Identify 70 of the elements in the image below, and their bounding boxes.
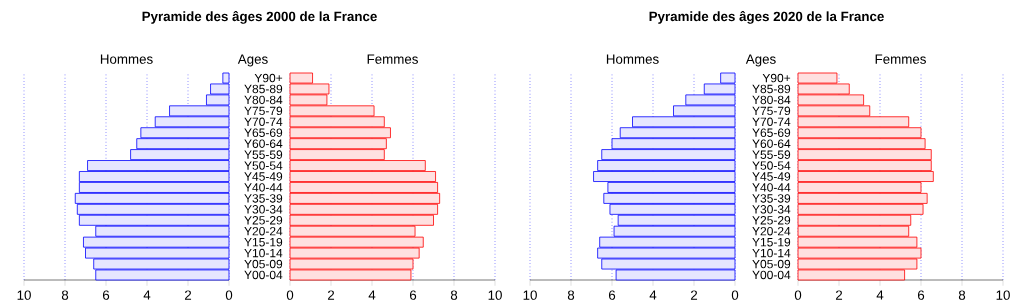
- x-tick-label: 8: [567, 290, 575, 300]
- x-tick-label: 6: [102, 290, 110, 300]
- y-tick-label: Y25-29: [752, 216, 791, 225]
- y-tick-label: Y80-84: [244, 95, 283, 105]
- x-tick-label: 4: [143, 290, 151, 300]
- chart-subtitle: Hommes: [100, 54, 153, 64]
- x-tick-label: 4: [368, 290, 376, 300]
- y-tick-label: Y00-04: [752, 270, 791, 280]
- y-tick-label: Y55-59: [244, 150, 283, 159]
- x-tick-label: 8: [958, 290, 966, 300]
- x-tick-label: 2: [327, 290, 335, 300]
- y-tick-label: Y50-54: [752, 161, 791, 170]
- x-tick-label: 10: [523, 290, 537, 300]
- chart-subtitle: Femmes: [367, 54, 418, 64]
- y-tick-label: Y55-59: [752, 150, 791, 159]
- x-tick-label: 2: [690, 290, 698, 300]
- x-tick-label: 0: [731, 290, 739, 300]
- y-tick-label: Y60-64: [752, 139, 791, 148]
- y-axis-title: Ages: [745, 54, 776, 67]
- y-tick-label: Y60-64: [244, 139, 283, 148]
- x-tick-label: 4: [876, 290, 884, 300]
- y-tick-label: Y80-84: [752, 95, 791, 105]
- y-tick-label: Y20-24: [244, 226, 283, 236]
- y-tick-label: Y65-69: [244, 128, 283, 137]
- chart-subtitle: Hommes: [606, 54, 659, 64]
- y-tick-label: Y85-89: [244, 84, 283, 94]
- text: Pyramide des âges 2000 de la France: [142, 11, 377, 24]
- x-tick-label: 10: [17, 290, 31, 300]
- y-tick-label: Y30-34: [752, 205, 791, 214]
- x-tick-label: 4: [649, 290, 657, 300]
- x-tick-label: 0: [225, 290, 233, 300]
- x-tick-label: 0: [794, 290, 802, 300]
- y-tick-label: Y70-74: [752, 117, 791, 127]
- y-tick-label: Y45-49: [244, 172, 283, 181]
- y-tick-label: Y75-79: [244, 106, 283, 116]
- y-axis-title: Ages: [237, 54, 268, 67]
- y-tick-label: Y20-24: [752, 226, 791, 236]
- y-tick-label: Y05-09: [244, 259, 283, 269]
- y-tick-label: Y00-04: [244, 270, 283, 280]
- y-tick-label: Y85-89: [752, 84, 791, 94]
- y-tick-label: Y10-14: [752, 248, 791, 258]
- y-tick-label: Y65-69: [752, 128, 791, 137]
- y-tick-label: Y25-29: [244, 216, 283, 225]
- x-tick-label: 6: [608, 290, 616, 300]
- y-tick-label: Y70-74: [244, 117, 283, 127]
- y-tick-label: Y90+: [762, 73, 791, 83]
- y-tick-label: Y35-39: [244, 194, 283, 203]
- y-tick-label: Y75-79: [752, 106, 791, 116]
- x-tick-label: 8: [450, 290, 458, 300]
- y-tick-label: Y45-49: [752, 172, 791, 181]
- y-tick-label: Y40-44: [244, 183, 283, 192]
- x-tick-label: 10: [488, 290, 502, 300]
- y-tick-label: Y35-39: [752, 194, 791, 203]
- y-tick-label: Y15-19: [244, 237, 283, 247]
- text: Pyramide des âges 2020 de la France: [649, 11, 884, 24]
- x-tick-label: 2: [835, 290, 843, 300]
- y-tick-label: Y05-09: [752, 259, 791, 269]
- y-tick-label: Y15-19: [752, 237, 791, 247]
- y-tick-label: Y30-34: [244, 205, 283, 214]
- x-tick-label: 6: [409, 290, 417, 300]
- y-tick-label: Y40-44: [752, 183, 791, 192]
- x-tick-label: 10: [996, 290, 1010, 300]
- y-tick-label: Y10-14: [244, 248, 283, 258]
- y-tick-label: Y90+: [254, 73, 283, 83]
- y-tick-label: Y50-54: [244, 161, 283, 170]
- x-tick-label: 8: [61, 290, 69, 300]
- x-tick-label: 2: [184, 290, 192, 300]
- x-tick-label: 0: [286, 290, 294, 300]
- chart-subtitle: Femmes: [875, 54, 926, 64]
- x-tick-label: 6: [917, 290, 925, 300]
